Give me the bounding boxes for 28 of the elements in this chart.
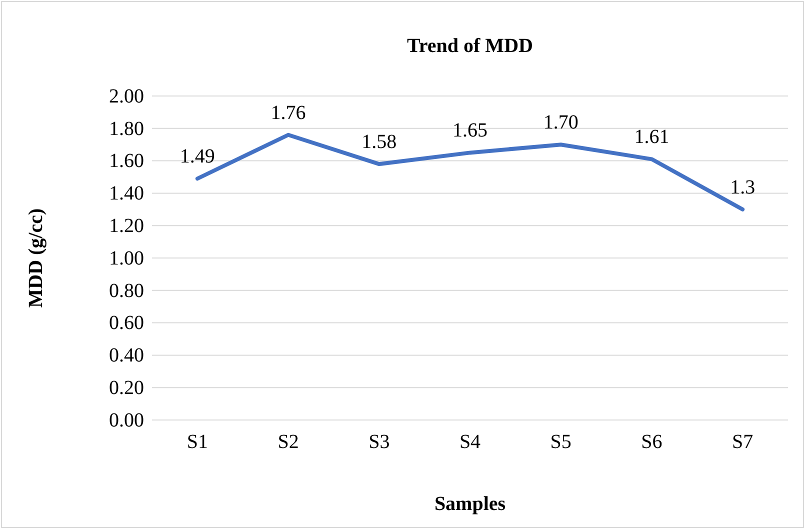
y-tick-label: 1.00 (109, 247, 144, 270)
data-label: 1.61 (634, 126, 670, 148)
data-label: 1.3 (730, 176, 756, 198)
x-tick-label: S5 (550, 431, 572, 454)
chart-title: Trend of MDD (407, 35, 533, 57)
y-tick-label: 0.20 (109, 377, 144, 399)
y-axis-title: MDD (g/cc) (25, 208, 47, 308)
x-tick-label: S4 (459, 431, 481, 454)
y-tick-label: 1.20 (109, 215, 144, 237)
data-label: 1.58 (362, 131, 397, 154)
y-tick-label: 0.40 (109, 344, 144, 367)
data-label: 1.70 (543, 112, 578, 134)
data-label: 1.49 (180, 146, 215, 168)
y-tick-label: 0.80 (109, 280, 144, 302)
y-tick-label: 1.80 (109, 118, 144, 140)
x-tick-label: S6 (641, 431, 662, 454)
x-axis-title: Samples (434, 493, 506, 515)
x-tick-label: S7 (732, 431, 754, 454)
y-tick-label: 0.60 (109, 312, 144, 334)
x-tick-label: S2 (278, 431, 299, 454)
data-label: 1.76 (270, 102, 306, 124)
x-tick-label: S1 (186, 431, 208, 454)
y-tick-label: 0.00 (109, 409, 144, 432)
y-tick-label: 1.60 (109, 150, 144, 172)
y-tick-label: 1.40 (109, 182, 144, 205)
x-tick-label: S3 (368, 431, 390, 454)
y-tick-label: 2.00 (109, 85, 144, 108)
data-label: 1.65 (452, 120, 488, 142)
